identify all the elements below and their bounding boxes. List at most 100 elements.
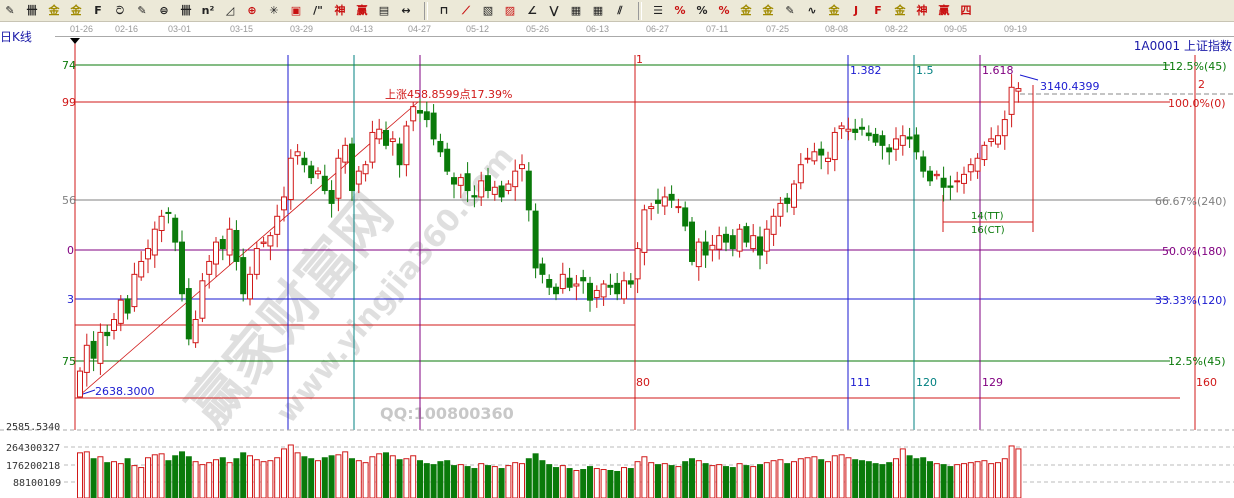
zigzag-icon[interactable]: ⋁ xyxy=(549,3,559,17)
volume-bar xyxy=(525,458,532,498)
volume-bar xyxy=(335,454,342,498)
volume-bars xyxy=(77,444,1022,498)
candle-up xyxy=(600,283,607,298)
candle-down xyxy=(383,130,389,146)
volume-bar xyxy=(315,460,321,498)
gold-circle-icon[interactable]: 金 xyxy=(740,3,752,17)
symbol-label[interactable]: 1A0001 上证指数 xyxy=(1133,39,1232,53)
volume-bar xyxy=(369,456,376,498)
level-100-label: 100.0%(0) xyxy=(1168,97,1226,110)
left-label-6: 75 xyxy=(62,355,76,368)
volume-bar xyxy=(784,463,791,498)
j-fan-icon[interactable]: J xyxy=(853,3,859,17)
square-icon[interactable]: ▣ xyxy=(290,3,302,17)
time-top-15: 1.5 xyxy=(916,64,934,77)
pen-icon[interactable]: ✎ xyxy=(5,3,15,17)
candle-up xyxy=(933,173,940,177)
channel-icon[interactable]: ⫽ xyxy=(617,3,623,17)
ruler-icon[interactable]: ▤ xyxy=(378,3,390,17)
candle-down xyxy=(757,236,763,256)
volume-bar xyxy=(485,465,491,498)
candle-down xyxy=(498,185,505,198)
time-lines-icon[interactable]: 卌 xyxy=(180,3,192,17)
volume-bar xyxy=(743,465,750,498)
candle-down xyxy=(349,143,355,192)
star-icon[interactable]: ✳ xyxy=(269,3,279,17)
gold-lines-icon[interactable]: 金 xyxy=(762,3,774,17)
candle-down xyxy=(165,211,172,214)
angle-icon[interactable]: ∠ xyxy=(527,3,537,17)
wave-icon[interactable]: ∿ xyxy=(807,3,817,17)
candle-up xyxy=(954,180,961,183)
parallel-lines-icon[interactable]: 卌 xyxy=(26,3,38,17)
volume-bar xyxy=(349,458,355,498)
candle-up xyxy=(97,331,104,364)
candle-up xyxy=(661,196,668,207)
candle-up xyxy=(709,244,716,251)
levels-icon[interactable]: ☰ xyxy=(653,3,663,17)
gann-box-icon[interactable]: ▧ xyxy=(482,3,494,17)
candle-up xyxy=(294,151,301,157)
si-fan-icon[interactable]: 四 xyxy=(960,3,972,17)
ying-icon[interactable]: 赢 xyxy=(356,3,368,17)
box-icon[interactable]: ⊓ xyxy=(439,3,449,17)
pen-bar-icon[interactable]: ✎ xyxy=(785,3,795,17)
percent-lines-icon[interactable]: % xyxy=(718,3,730,17)
volume-bar xyxy=(797,458,804,498)
volume-bar xyxy=(226,462,233,498)
target-icon[interactable]: ⊕ xyxy=(247,3,257,17)
volume-bar xyxy=(233,458,240,498)
candle-down xyxy=(308,165,315,179)
volume-bar xyxy=(777,459,784,498)
price-min-label: 2585.5340 xyxy=(6,422,60,433)
spiral-icon[interactable]: ට xyxy=(116,3,124,17)
fan-icon[interactable]: ⟋ xyxy=(462,3,470,17)
volume-bar xyxy=(498,468,505,498)
circle-cycle-icon[interactable]: ⊜ xyxy=(159,3,169,17)
fib-f-icon[interactable]: F xyxy=(94,3,102,17)
volume-bar xyxy=(410,455,417,498)
candle-up xyxy=(213,241,219,265)
width-icon[interactable]: ↔ xyxy=(401,3,411,17)
gold-fan-icon[interactable]: 金 xyxy=(894,3,906,17)
gann-square-icon[interactable]: ▨ xyxy=(504,3,516,17)
toolbar-separator xyxy=(424,1,428,20)
candle-down xyxy=(417,110,423,114)
grid-2-icon[interactable]: ▦ xyxy=(592,3,604,17)
slash-icon[interactable]: /" xyxy=(313,3,323,17)
grid-icon[interactable]: ▦ xyxy=(570,3,582,17)
shen-fan-icon[interactable]: 神 xyxy=(916,3,928,17)
pen-line-icon[interactable]: ✎ xyxy=(137,3,147,17)
gold-split-icon[interactable]: 金 xyxy=(48,3,60,17)
n2-icon[interactable]: n² xyxy=(201,3,215,17)
volume-bar xyxy=(859,460,865,498)
volume-bar xyxy=(471,468,478,498)
volume-bar xyxy=(757,464,763,498)
gold-bar-icon[interactable]: 金 xyxy=(828,3,840,17)
shen-icon[interactable]: 神 xyxy=(334,3,346,17)
volume-bar xyxy=(491,466,498,498)
date-axis: 01-26 02-16 03-01 03-15 03-29 04-13 04-27 05-12… xyxy=(0,21,1234,38)
ying-fan-icon[interactable]: 赢 xyxy=(938,3,950,17)
candle-up xyxy=(83,344,90,373)
date-tick: 06-13 xyxy=(586,24,610,34)
volume-bar xyxy=(825,461,831,498)
volume-bar xyxy=(852,459,859,498)
candle-up xyxy=(750,235,757,250)
date-tick: 02-16 xyxy=(115,24,139,34)
candle-down xyxy=(185,288,192,340)
candle-up xyxy=(247,273,253,300)
f-fan-icon[interactable]: F xyxy=(874,3,882,17)
percent-icon[interactable]: % xyxy=(696,3,708,17)
candle-up xyxy=(138,260,145,278)
volume-bar xyxy=(124,458,131,498)
candle-up xyxy=(389,138,396,142)
gold-split-2-icon[interactable]: 金 xyxy=(70,3,82,17)
candle-up xyxy=(804,157,811,160)
left-label-3: 56 xyxy=(62,194,76,207)
triangle-icon[interactable]: ◿ xyxy=(225,3,235,17)
candle-up xyxy=(825,157,831,162)
volume-bar xyxy=(831,455,838,498)
percent-red-icon[interactable]: % xyxy=(674,3,686,17)
